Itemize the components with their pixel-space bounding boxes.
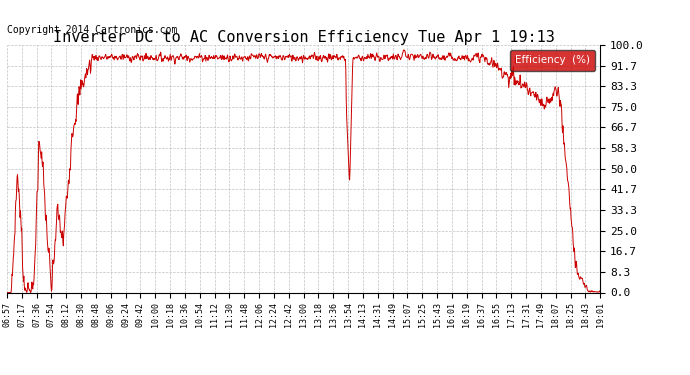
Legend: Efficiency  (%): Efficiency (%) <box>510 50 595 70</box>
Text: Copyright 2014 Cartronics.com: Copyright 2014 Cartronics.com <box>7 25 177 35</box>
Title: Inverter DC to AC Conversion Efficiency Tue Apr 1 19:13: Inverter DC to AC Conversion Efficiency … <box>52 30 555 45</box>
